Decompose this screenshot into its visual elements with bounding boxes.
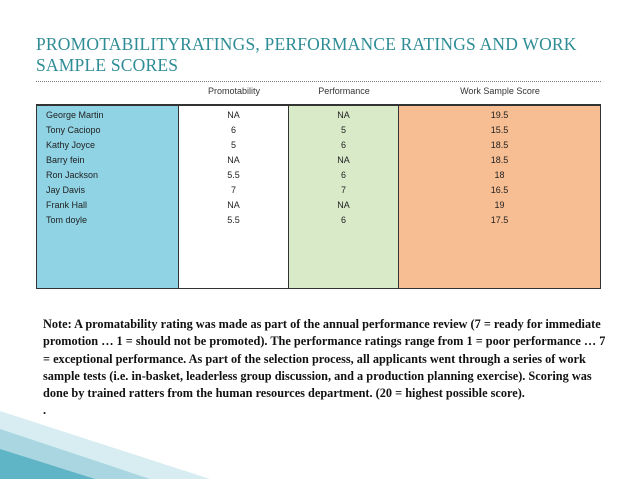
work-sample-column: 19.5 15.5 18.5 18.5 18 16.5 19 17.5 — [399, 105, 601, 289]
promotability-cell: 5 — [230, 140, 236, 150]
name-cell: Ron Jackson — [46, 170, 99, 180]
note-trailing-dot: . — [43, 403, 47, 418]
work-sample-cell: 17.5 — [490, 215, 509, 225]
promotability-cell: NA — [227, 110, 240, 120]
performance-cell: 7 — [340, 185, 346, 195]
performance-column: NA 5 6 NA 6 7 NA 6 — [289, 105, 399, 289]
scores-table: Promotability Performance Work Sample Sc… — [36, 81, 601, 289]
work-sample-cell: 15.5 — [490, 125, 509, 135]
work-sample-cell: 18.5 — [490, 140, 509, 150]
promotability-cell: NA — [227, 155, 240, 165]
name-cell: Tony Caciopo — [46, 125, 101, 135]
performance-cell: 6 — [340, 215, 346, 225]
performance-cell: 6 — [340, 170, 346, 180]
performance-cell: 5 — [340, 125, 346, 135]
header-performance: Performance — [318, 86, 370, 96]
note-text: Note: A promatability rating was made as… — [43, 317, 606, 401]
name-cell: George Martin — [46, 110, 104, 120]
work-sample-cell: 19 — [494, 200, 505, 210]
performance-cell: NA — [337, 110, 350, 120]
name-cell: Tom doyle — [46, 215, 88, 225]
wave-shape-dark — [0, 449, 95, 479]
name-cell: Kathy Joyce — [46, 140, 96, 150]
name-cell: Frank Hall — [46, 200, 88, 210]
name-cell: Jay Davis — [46, 185, 86, 195]
note-block: Note: A promatability rating was made as… — [43, 316, 613, 420]
performance-cell: NA — [337, 200, 350, 210]
work-sample-cell: 18 — [494, 170, 505, 180]
table-header-row: Promotability Performance Work Sample Sc… — [36, 82, 601, 105]
work-sample-cell: 19.5 — [490, 110, 509, 120]
header-work-sample-score: Work Sample Score — [460, 86, 540, 96]
promotability-cell: 5.5 — [227, 170, 240, 180]
corner-wave-decoration — [0, 411, 210, 479]
promotability-cell: 7 — [230, 185, 236, 195]
promotability-cell: 5.5 — [227, 215, 240, 225]
promotability-cell: NA — [227, 200, 240, 210]
name-cell: Barry fein — [46, 155, 85, 165]
performance-cell: 6 — [340, 140, 346, 150]
performance-cell: NA — [337, 155, 350, 165]
promotability-column: NA 6 5 NA 5.5 7 NA 5.5 — [179, 105, 289, 289]
slide-title: PROMOTABILITYRATINGS, PERFORMANCE RATING… — [36, 34, 577, 75]
header-promotability: Promotability — [207, 86, 261, 96]
promotability-cell: 6 — [230, 125, 236, 135]
work-sample-cell: 18.5 — [490, 155, 509, 165]
names-column: George Martin Tony Caciopo Kathy Joyce B… — [36, 105, 179, 289]
work-sample-cell: 16.5 — [490, 185, 509, 195]
